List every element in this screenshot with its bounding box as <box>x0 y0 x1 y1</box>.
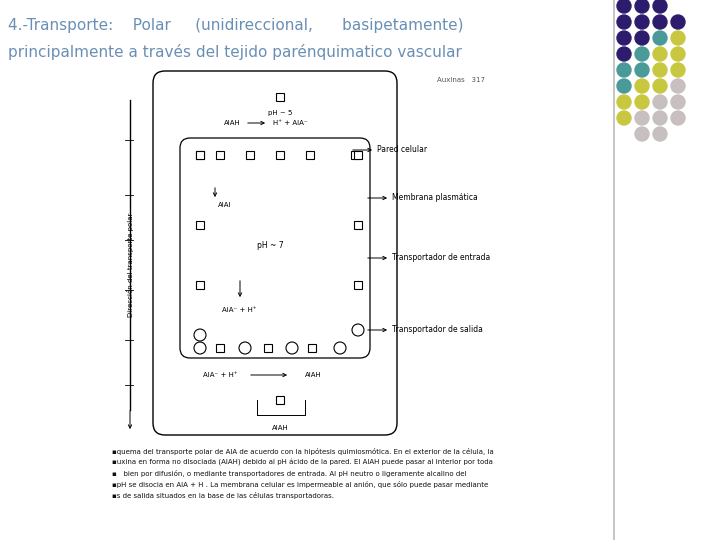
Text: principalmente a través del tejido parénquimatico vascular: principalmente a través del tejido parén… <box>8 44 462 60</box>
FancyBboxPatch shape <box>264 344 272 352</box>
Circle shape <box>671 95 685 109</box>
Circle shape <box>635 79 649 93</box>
Circle shape <box>286 342 298 354</box>
Text: pH ~ 5: pH ~ 5 <box>268 110 292 116</box>
Text: AIAH: AIAH <box>305 372 322 378</box>
Circle shape <box>671 15 685 29</box>
Text: AIA⁻ + H⁺: AIA⁻ + H⁺ <box>222 307 256 313</box>
Text: Membrana plasmática: Membrana plasmática <box>392 193 478 202</box>
Circle shape <box>617 31 631 45</box>
FancyBboxPatch shape <box>153 71 397 435</box>
FancyBboxPatch shape <box>276 93 284 101</box>
FancyBboxPatch shape <box>196 151 204 159</box>
FancyBboxPatch shape <box>351 151 359 159</box>
Text: Pared celular: Pared celular <box>377 145 427 154</box>
Circle shape <box>653 63 667 77</box>
Circle shape <box>635 15 649 29</box>
Circle shape <box>671 111 685 125</box>
FancyBboxPatch shape <box>308 344 316 352</box>
Text: |: | <box>199 332 201 338</box>
Circle shape <box>617 63 631 77</box>
Circle shape <box>635 47 649 61</box>
FancyBboxPatch shape <box>196 281 204 289</box>
Circle shape <box>635 111 649 125</box>
FancyBboxPatch shape <box>276 396 284 404</box>
Circle shape <box>671 79 685 93</box>
FancyBboxPatch shape <box>354 221 362 229</box>
Circle shape <box>617 79 631 93</box>
Text: ▪quema del transporte polar de AIA de acuerdo con la hipótesis quimiosmótica. En: ▪quema del transporte polar de AIA de ac… <box>112 448 494 455</box>
FancyBboxPatch shape <box>246 151 254 159</box>
Text: Dirección del transporte polar: Dirección del transporte polar <box>127 213 133 317</box>
Text: 4.-Transporte:    Polar     (unidireccional,      basipetamente): 4.-Transporte: Polar (unidireccional, ba… <box>8 18 464 33</box>
Text: AIAH: AIAH <box>271 425 289 431</box>
Circle shape <box>635 127 649 141</box>
FancyBboxPatch shape <box>276 151 284 159</box>
FancyBboxPatch shape <box>354 151 362 159</box>
Circle shape <box>194 342 206 354</box>
Text: AIAI: AIAI <box>218 202 232 208</box>
Text: Transportador de salida: Transportador de salida <box>392 326 483 334</box>
Circle shape <box>653 111 667 125</box>
Circle shape <box>635 31 649 45</box>
Text: ▪pH se disocia en AIA + H . La membrana celular es impermeable al anión, que sól: ▪pH se disocia en AIA + H . La membrana … <box>112 481 488 488</box>
Text: AIAH: AIAH <box>224 120 240 126</box>
FancyBboxPatch shape <box>180 138 370 358</box>
Circle shape <box>653 127 667 141</box>
FancyBboxPatch shape <box>354 281 362 289</box>
Circle shape <box>617 0 631 13</box>
FancyBboxPatch shape <box>216 151 224 159</box>
Text: AIA⁻ + H⁺: AIA⁻ + H⁺ <box>203 372 238 378</box>
Circle shape <box>671 47 685 61</box>
Circle shape <box>653 15 667 29</box>
FancyBboxPatch shape <box>216 344 224 352</box>
Circle shape <box>653 95 667 109</box>
Text: ▪   bien por difusión, o mediante transportadores de entrada. Al pH neutro o lig: ▪ bien por difusión, o mediante transpor… <box>112 470 467 477</box>
Text: Auxinas   317: Auxinas 317 <box>437 77 485 83</box>
Circle shape <box>239 342 251 354</box>
Text: ▪uxina en forma no disociada (AIAH) debido al pH ácido de la pared. El AIAH pued: ▪uxina en forma no disociada (AIAH) debi… <box>112 459 493 466</box>
Circle shape <box>671 63 685 77</box>
Circle shape <box>352 324 364 336</box>
Circle shape <box>653 79 667 93</box>
Text: ▪s de salida situados en la base de las células transportadoras.: ▪s de salida situados en la base de las … <box>112 492 334 499</box>
Circle shape <box>635 95 649 109</box>
Circle shape <box>653 31 667 45</box>
Text: Transportador de entrada: Transportador de entrada <box>392 253 490 262</box>
Circle shape <box>653 0 667 13</box>
Circle shape <box>617 95 631 109</box>
Text: H⁺ + AIA⁻: H⁺ + AIA⁻ <box>273 120 307 126</box>
Circle shape <box>617 111 631 125</box>
Text: pH ~ 7: pH ~ 7 <box>257 240 283 249</box>
Circle shape <box>194 329 206 341</box>
FancyBboxPatch shape <box>196 151 204 159</box>
Circle shape <box>653 47 667 61</box>
Circle shape <box>635 63 649 77</box>
Circle shape <box>671 31 685 45</box>
Circle shape <box>617 47 631 61</box>
Circle shape <box>617 15 631 29</box>
FancyBboxPatch shape <box>196 221 204 229</box>
Circle shape <box>635 0 649 13</box>
Circle shape <box>334 342 346 354</box>
FancyBboxPatch shape <box>306 151 314 159</box>
